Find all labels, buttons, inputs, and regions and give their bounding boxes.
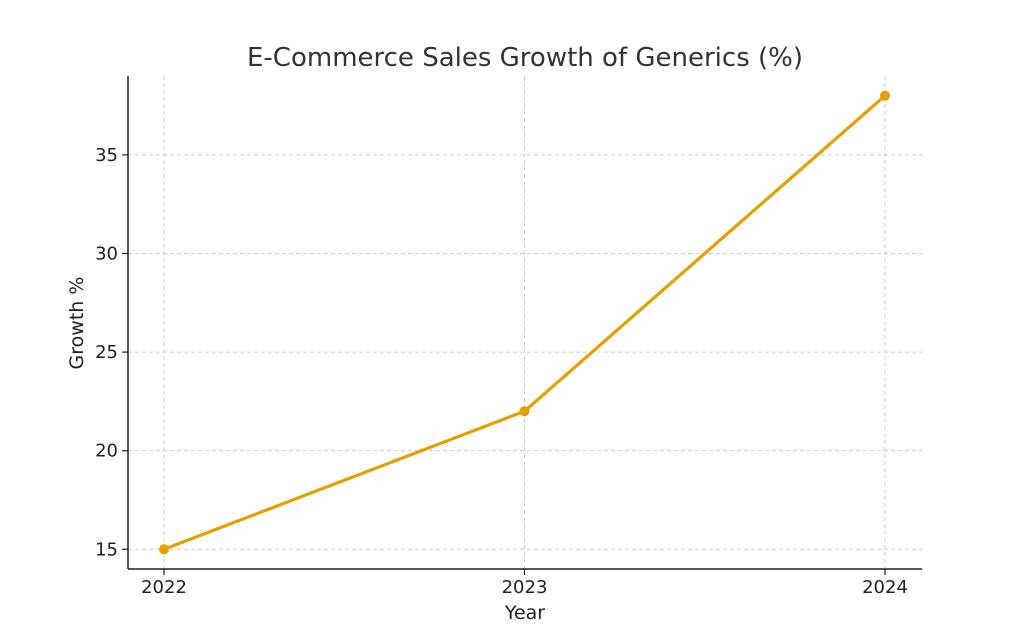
- data-point-marker: [880, 90, 890, 101]
- y-tick-label: 35: [95, 145, 118, 166]
- x-tick-label: 2024: [862, 577, 908, 598]
- series-layer: [159, 90, 890, 555]
- y-tick-label: 20: [95, 441, 118, 462]
- x-tick-label: 2023: [502, 577, 548, 598]
- ticks: 15 20 25 30 35 2022 2023 2024: [95, 145, 908, 598]
- chart-title: E-Commerce Sales Growth of Generics (%): [247, 43, 803, 73]
- y-tick-label: 15: [95, 539, 118, 560]
- y-axis-label: Growth %: [66, 277, 88, 370]
- y-tick-label: 30: [95, 243, 118, 264]
- y-tick-label: 25: [95, 342, 118, 363]
- x-tick-label: 2022: [141, 577, 187, 598]
- grid: [128, 76, 922, 569]
- x-axis-label: Year: [504, 602, 545, 624]
- data-point-marker: [159, 544, 169, 555]
- data-point-marker: [519, 406, 530, 417]
